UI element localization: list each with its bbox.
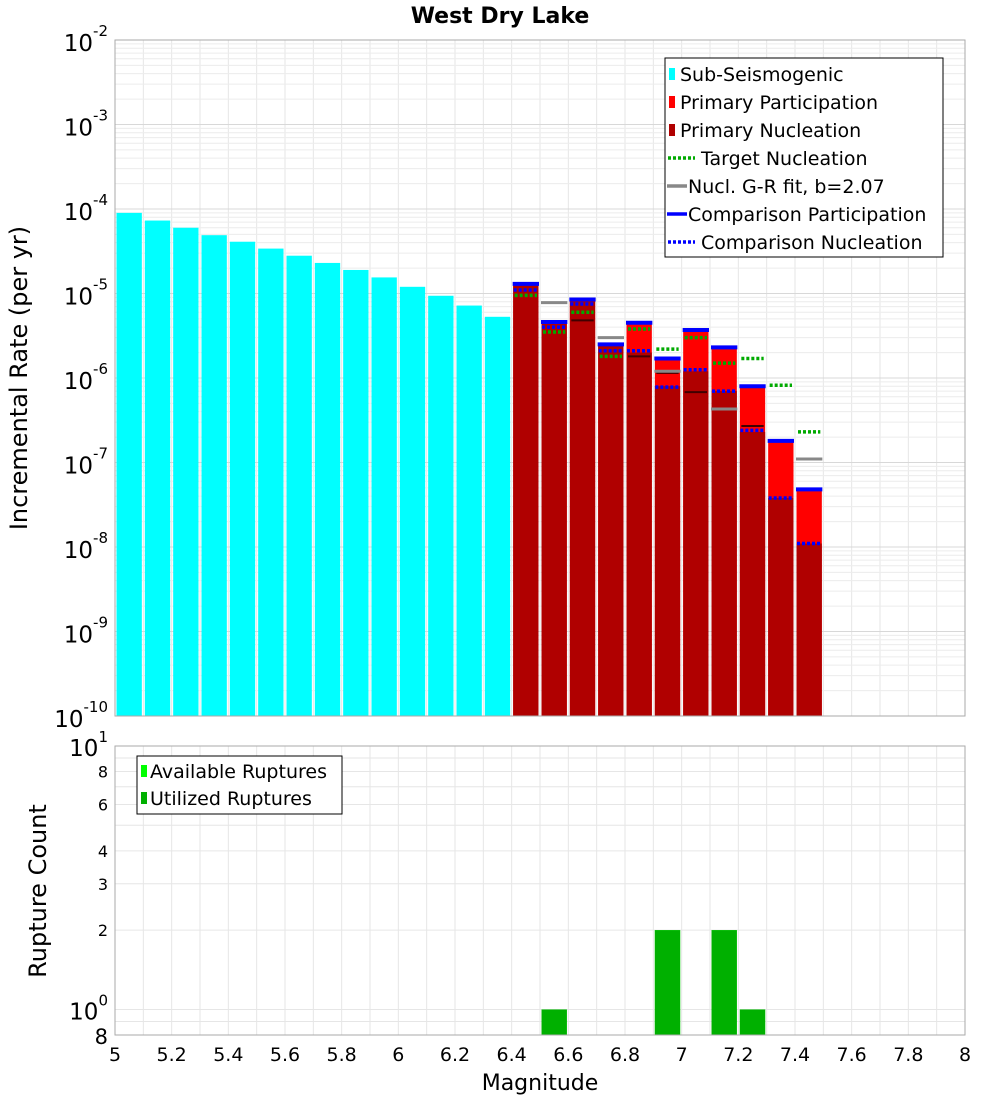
x-tick-label: 7.8 — [893, 1044, 923, 1066]
x-tick-label: 7.6 — [837, 1044, 867, 1066]
x-tick-label: 7.4 — [780, 1044, 810, 1066]
legend-label: Available Ruptures — [150, 761, 327, 783]
sub-seismogenic-bar — [343, 269, 369, 716]
y-axis-label-count: Rupture Count — [24, 804, 52, 978]
legend-swatch — [141, 765, 147, 777]
legend-item-sub-seismogenic: Sub-Seismogenic — [669, 64, 844, 86]
primary-nucleation-bar — [598, 344, 624, 716]
sub-seismogenic-bar — [201, 235, 227, 716]
legend-item-comparison-participation: Comparison Participation — [667, 204, 926, 226]
legend-item-comparison-nucleation: Comparison Nucleation — [668, 232, 923, 254]
legend-item-primary-participation: Primary Participation — [669, 92, 878, 114]
legend-box — [136, 755, 343, 815]
primary-nucleation-bar — [683, 371, 709, 716]
sub-seismogenic-bar — [173, 227, 199, 716]
x-tick-label: 5.2 — [157, 1044, 187, 1066]
legend-item-utilized-ruptures: Utilized Ruptures — [141, 788, 312, 810]
primary-nucleation-bar — [739, 431, 766, 716]
y-tick-label: 101 — [69, 728, 108, 762]
legend-swatch — [669, 96, 675, 108]
legend-label: Target Nucleation — [700, 148, 868, 170]
legend-label: Primary Participation — [680, 92, 878, 114]
x-tick-label: 6.6 — [553, 1044, 583, 1066]
y-tick-label: 100 — [69, 991, 108, 1025]
x-tick-label: 6.8 — [610, 1044, 640, 1066]
x-tick-label: 8 — [959, 1044, 971, 1066]
legend-item-available-ruptures: Available Ruptures — [141, 761, 327, 783]
legend-swatch — [141, 792, 147, 804]
legend-label: Comparison Participation — [688, 204, 926, 226]
sub-seismogenic-bar — [286, 255, 312, 716]
x-tick-label: 6 — [392, 1044, 404, 1066]
y-tick-label: 10-8 — [64, 529, 108, 564]
legend-label: Utilized Ruptures — [150, 788, 312, 810]
x-tick-label: 5.6 — [270, 1044, 300, 1066]
legend-swatch — [669, 68, 675, 80]
sub-seismogenic-bar — [116, 212, 142, 716]
x-tick-label: 7.2 — [723, 1044, 753, 1066]
utilized-ruptures-bar — [711, 930, 737, 1035]
legend-box — [664, 57, 944, 258]
x-tick-label: 5.8 — [327, 1044, 357, 1066]
y-tick-label: 10-6 — [64, 360, 108, 395]
primary-nucleation-bar — [796, 543, 822, 716]
y-tick-label: 10-5 — [64, 276, 108, 311]
primary-nucleation-bar — [569, 299, 596, 716]
legend: Sub-Seismogenic Primary Participation Prim… — [664, 57, 944, 258]
y-tick-label: 4 — [98, 842, 108, 861]
sub-seismogenic-bar — [428, 295, 454, 716]
primary-nucleation-bar — [513, 283, 539, 716]
x-tick-label: 6.2 — [440, 1044, 470, 1066]
y-tick-label: 10-3 — [64, 107, 108, 142]
primary-nucleation-bar — [768, 498, 794, 716]
legend-item-target-nucleation: Target Nucleation — [668, 148, 868, 170]
legend-swatch — [669, 124, 675, 136]
y-tick-label: 3 — [98, 875, 108, 894]
legend-item-nucl-g-r-fit-b-2-07: Nucl. G-R fit, b=2.07 — [667, 176, 885, 198]
y-tick-label: 10-2 — [64, 22, 108, 57]
legend-label: Comparison Nucleation — [701, 232, 923, 254]
legend-label: Sub-Seismogenic — [680, 64, 844, 86]
y-tick-label: 8 — [98, 763, 108, 782]
x-tick-label: 5.4 — [213, 1044, 243, 1066]
sub-seismogenic-bar — [484, 316, 511, 716]
sub-seismogenic-bar — [144, 220, 171, 716]
legend-label: Nucl. G-R fit, b=2.07 — [688, 176, 885, 198]
plot-border — [114, 39, 966, 717]
sub-seismogenic-bar — [399, 286, 426, 716]
primary-nucleation-bar — [541, 321, 567, 716]
x-tick-label: 7 — [676, 1044, 688, 1066]
primary-nucleation-bar — [626, 352, 652, 716]
grid — [115, 746, 965, 1035]
y-tick-label: 6 — [98, 795, 108, 814]
sub-seismogenic-bar — [229, 241, 256, 716]
y-tick-label: 2 — [98, 921, 108, 940]
plot-border — [114, 745, 966, 1036]
y-tick-label: 10-4 — [64, 191, 108, 226]
y-tick-label: 10-10 — [54, 698, 108, 733]
x-tick-label: 6.4 — [497, 1044, 527, 1066]
primary-nucleation-bar — [654, 386, 681, 716]
sub-seismogenic-bar — [371, 277, 397, 716]
y-tick-label: 10-9 — [64, 614, 108, 649]
y-tick-label: 8 — [95, 1025, 108, 1049]
legend-item-primary-nucleation: Primary Nucleation — [669, 120, 861, 142]
sub-seismogenic-bar — [314, 262, 341, 716]
y-tick-label: 10-7 — [64, 445, 108, 480]
sub-seismogenic-bar — [258, 248, 284, 716]
primary-nucleation-bar — [711, 391, 737, 716]
chart-title: West Dry Lake — [411, 4, 590, 29]
y-axis-label-rate: Incremental Rate (per yr) — [5, 226, 33, 530]
utilized-ruptures-bar — [541, 1009, 567, 1035]
x-tick-label: 5 — [109, 1044, 121, 1066]
legend-ruptures: Available Ruptures Utilized Ruptures — [136, 755, 343, 815]
legend-label: Primary Nucleation — [680, 120, 861, 142]
utilized-ruptures-bar — [654, 930, 681, 1035]
utilized-ruptures-bar — [739, 1009, 766, 1035]
x-axis-label: Magnitude — [482, 1071, 599, 1096]
rate-plot: 10-10 10-9 10-8 10-7 10-6 10-5 10-4 10-3 10-2 Sub… — [54, 22, 966, 733]
sub-seismogenic-bar — [456, 305, 482, 716]
